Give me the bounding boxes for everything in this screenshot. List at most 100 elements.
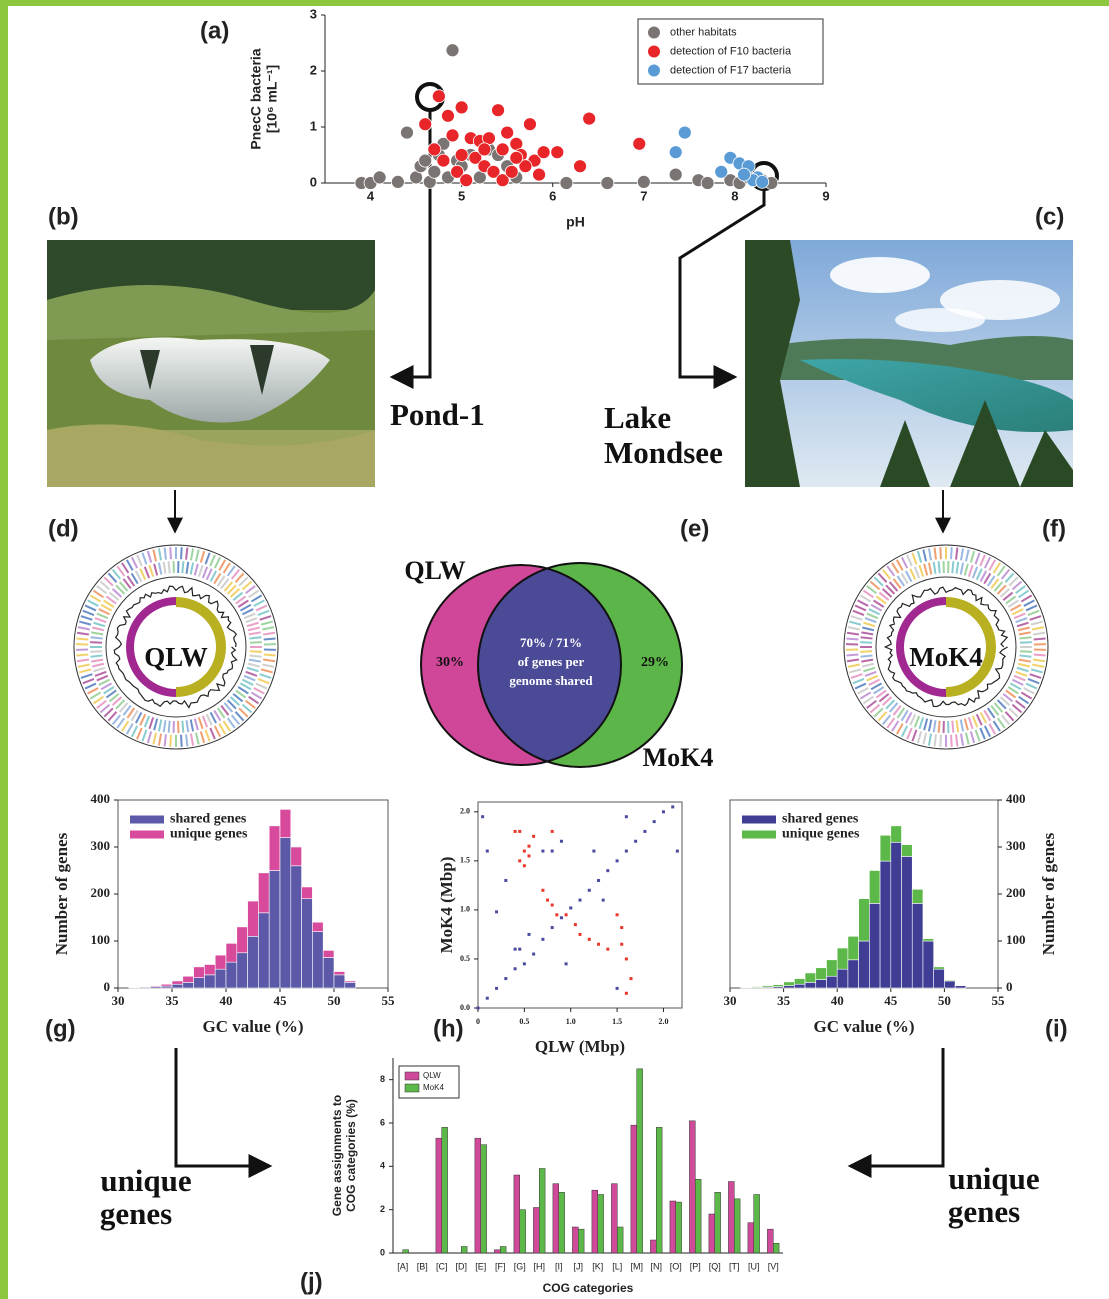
genome-segment [867, 614, 878, 619]
genome-segment [206, 553, 210, 564]
y-tick-label: 1.0 [460, 905, 470, 914]
genome-segment [961, 734, 963, 746]
genome-segment [92, 664, 104, 667]
genome-segment [104, 708, 113, 716]
histogram-bar [215, 955, 226, 969]
genome-segment [97, 701, 107, 708]
point [514, 967, 517, 970]
genome-segment [998, 566, 1005, 576]
genome-segment [159, 563, 161, 575]
genome-segment [1012, 680, 1023, 685]
genome-segment [148, 551, 151, 563]
genome-segment [935, 734, 936, 746]
bar [650, 1240, 656, 1253]
panel-label: (a) [200, 17, 229, 44]
genome-segment [1019, 632, 1031, 634]
point [579, 933, 582, 936]
histogram-bar [345, 982, 356, 988]
genome-segment [90, 642, 102, 643]
genome-segment [1028, 679, 1039, 683]
bar [656, 1127, 662, 1253]
genome-segment [78, 627, 90, 629]
genome-segment [95, 618, 106, 622]
genome-segment [973, 716, 977, 727]
genome-segment [1014, 676, 1025, 681]
genome-segment [847, 660, 859, 662]
x-tick-label: [O] [670, 1261, 682, 1271]
point [574, 923, 577, 926]
legend-swatch [742, 831, 776, 839]
chart: 02468COG categoriesGene assignments toCO… [330, 1058, 783, 1295]
genome-segment [113, 715, 121, 724]
bar [617, 1227, 623, 1253]
genome-segment [980, 555, 985, 566]
genome-segment [883, 715, 891, 724]
genome-segment [140, 714, 145, 725]
genome-segment [203, 716, 207, 727]
genome-segment [191, 734, 193, 746]
x-tick-label: [K] [592, 1261, 603, 1271]
genome-segment [861, 655, 873, 656]
point [555, 913, 558, 916]
x-tick-label: 2.0 [658, 1017, 668, 1026]
bar [539, 1169, 545, 1254]
histogram-bar [934, 969, 945, 988]
bar [559, 1192, 565, 1253]
histogram-bar [902, 856, 913, 988]
point [565, 913, 568, 916]
genome-segment [159, 720, 161, 732]
genome-segment [246, 586, 256, 593]
point [643, 830, 646, 833]
genome-segment [85, 605, 96, 610]
genome-segment [1034, 638, 1046, 639]
genome-segment [923, 550, 926, 562]
y-tick-label: 0 [380, 1247, 385, 1257]
legend-swatch [648, 27, 660, 39]
genome-segment [878, 712, 886, 721]
bar [728, 1182, 734, 1254]
genome-segment [148, 731, 151, 743]
genome-segment [92, 628, 104, 631]
bar [611, 1184, 617, 1253]
point [523, 850, 526, 853]
genome-segment [869, 680, 880, 685]
histogram-bar [934, 967, 945, 969]
genome-segment [1016, 672, 1027, 676]
x-tick-label: [T] [729, 1261, 740, 1271]
genome-segment [1020, 655, 1032, 656]
x-tick-label: 5 [458, 188, 465, 203]
x-tick-label: 55 [382, 993, 396, 1008]
legend-swatch [648, 46, 660, 58]
genome-segment [907, 555, 912, 566]
genome-segment [1020, 642, 1032, 643]
genome-segment [182, 561, 183, 573]
histogram-bar [248, 936, 259, 988]
bar [494, 1250, 500, 1253]
genome-segment [164, 562, 166, 574]
genome-segment [1002, 715, 1010, 724]
genome-segment [236, 712, 244, 721]
genome-segment [219, 560, 225, 570]
genome-segment [210, 728, 215, 739]
histogram-bar [891, 826, 902, 842]
chart: 0100200300400303540455055GC value (%)Num… [52, 791, 395, 1036]
genome-segment [980, 728, 985, 739]
x-tick-label: 45 [884, 993, 898, 1008]
y-axis-label: Number of genes [52, 832, 71, 955]
x-tick-label: [N] [650, 1261, 662, 1271]
genome-segment [861, 637, 873, 638]
genome-segment [910, 569, 915, 580]
chart: 0123456789pHPnecC bacteria[10⁶ mL⁻¹]othe… [248, 6, 830, 229]
point [671, 805, 674, 808]
y-tick-label: 4 [380, 1161, 385, 1171]
genome-segment [263, 660, 275, 662]
genome-segment [249, 660, 261, 662]
point [518, 859, 521, 862]
y-tick-label: 400 [1006, 791, 1026, 806]
bar [442, 1127, 448, 1253]
genome-segment [865, 618, 876, 622]
y-axis-label: Gene assignments to [330, 1095, 344, 1216]
y-tick-label: 6 [380, 1117, 385, 1127]
x-tick-label: 50 [328, 993, 341, 1008]
point [537, 146, 550, 159]
